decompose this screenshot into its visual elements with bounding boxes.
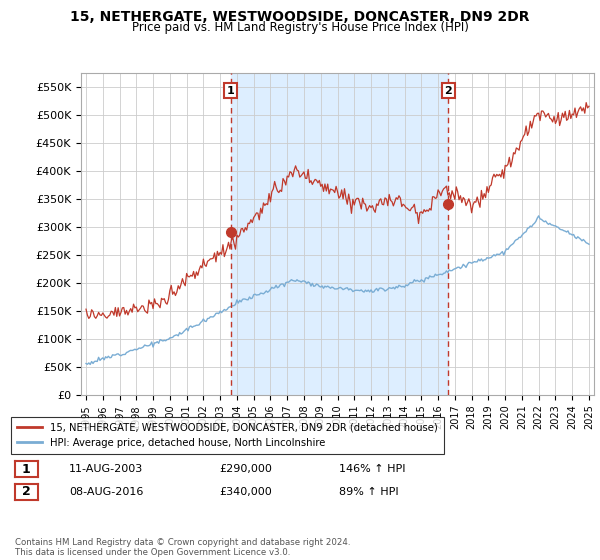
Text: 146% ↑ HPI: 146% ↑ HPI <box>339 464 406 474</box>
Bar <box>230 73 448 395</box>
Text: 1: 1 <box>227 86 235 96</box>
Text: 89% ↑ HPI: 89% ↑ HPI <box>339 487 398 497</box>
Text: 1: 1 <box>22 463 31 476</box>
Text: 15, NETHERGATE, WESTWOODSIDE, DONCASTER, DN9 2DR: 15, NETHERGATE, WESTWOODSIDE, DONCASTER,… <box>70 10 530 24</box>
Text: 2: 2 <box>445 86 452 96</box>
Text: £340,000: £340,000 <box>219 487 272 497</box>
Legend: 15, NETHERGATE, WESTWOODSIDE, DONCASTER, DN9 2DR (detached house), HPI: Average : 15, NETHERGATE, WESTWOODSIDE, DONCASTER,… <box>11 417 444 454</box>
Text: 11-AUG-2003: 11-AUG-2003 <box>69 464 143 474</box>
Text: £290,000: £290,000 <box>219 464 272 474</box>
Text: 2: 2 <box>22 485 31 498</box>
Text: Price paid vs. HM Land Registry's House Price Index (HPI): Price paid vs. HM Land Registry's House … <box>131 21 469 34</box>
Text: Contains HM Land Registry data © Crown copyright and database right 2024.
This d: Contains HM Land Registry data © Crown c… <box>15 538 350 557</box>
Text: 08-AUG-2016: 08-AUG-2016 <box>69 487 143 497</box>
